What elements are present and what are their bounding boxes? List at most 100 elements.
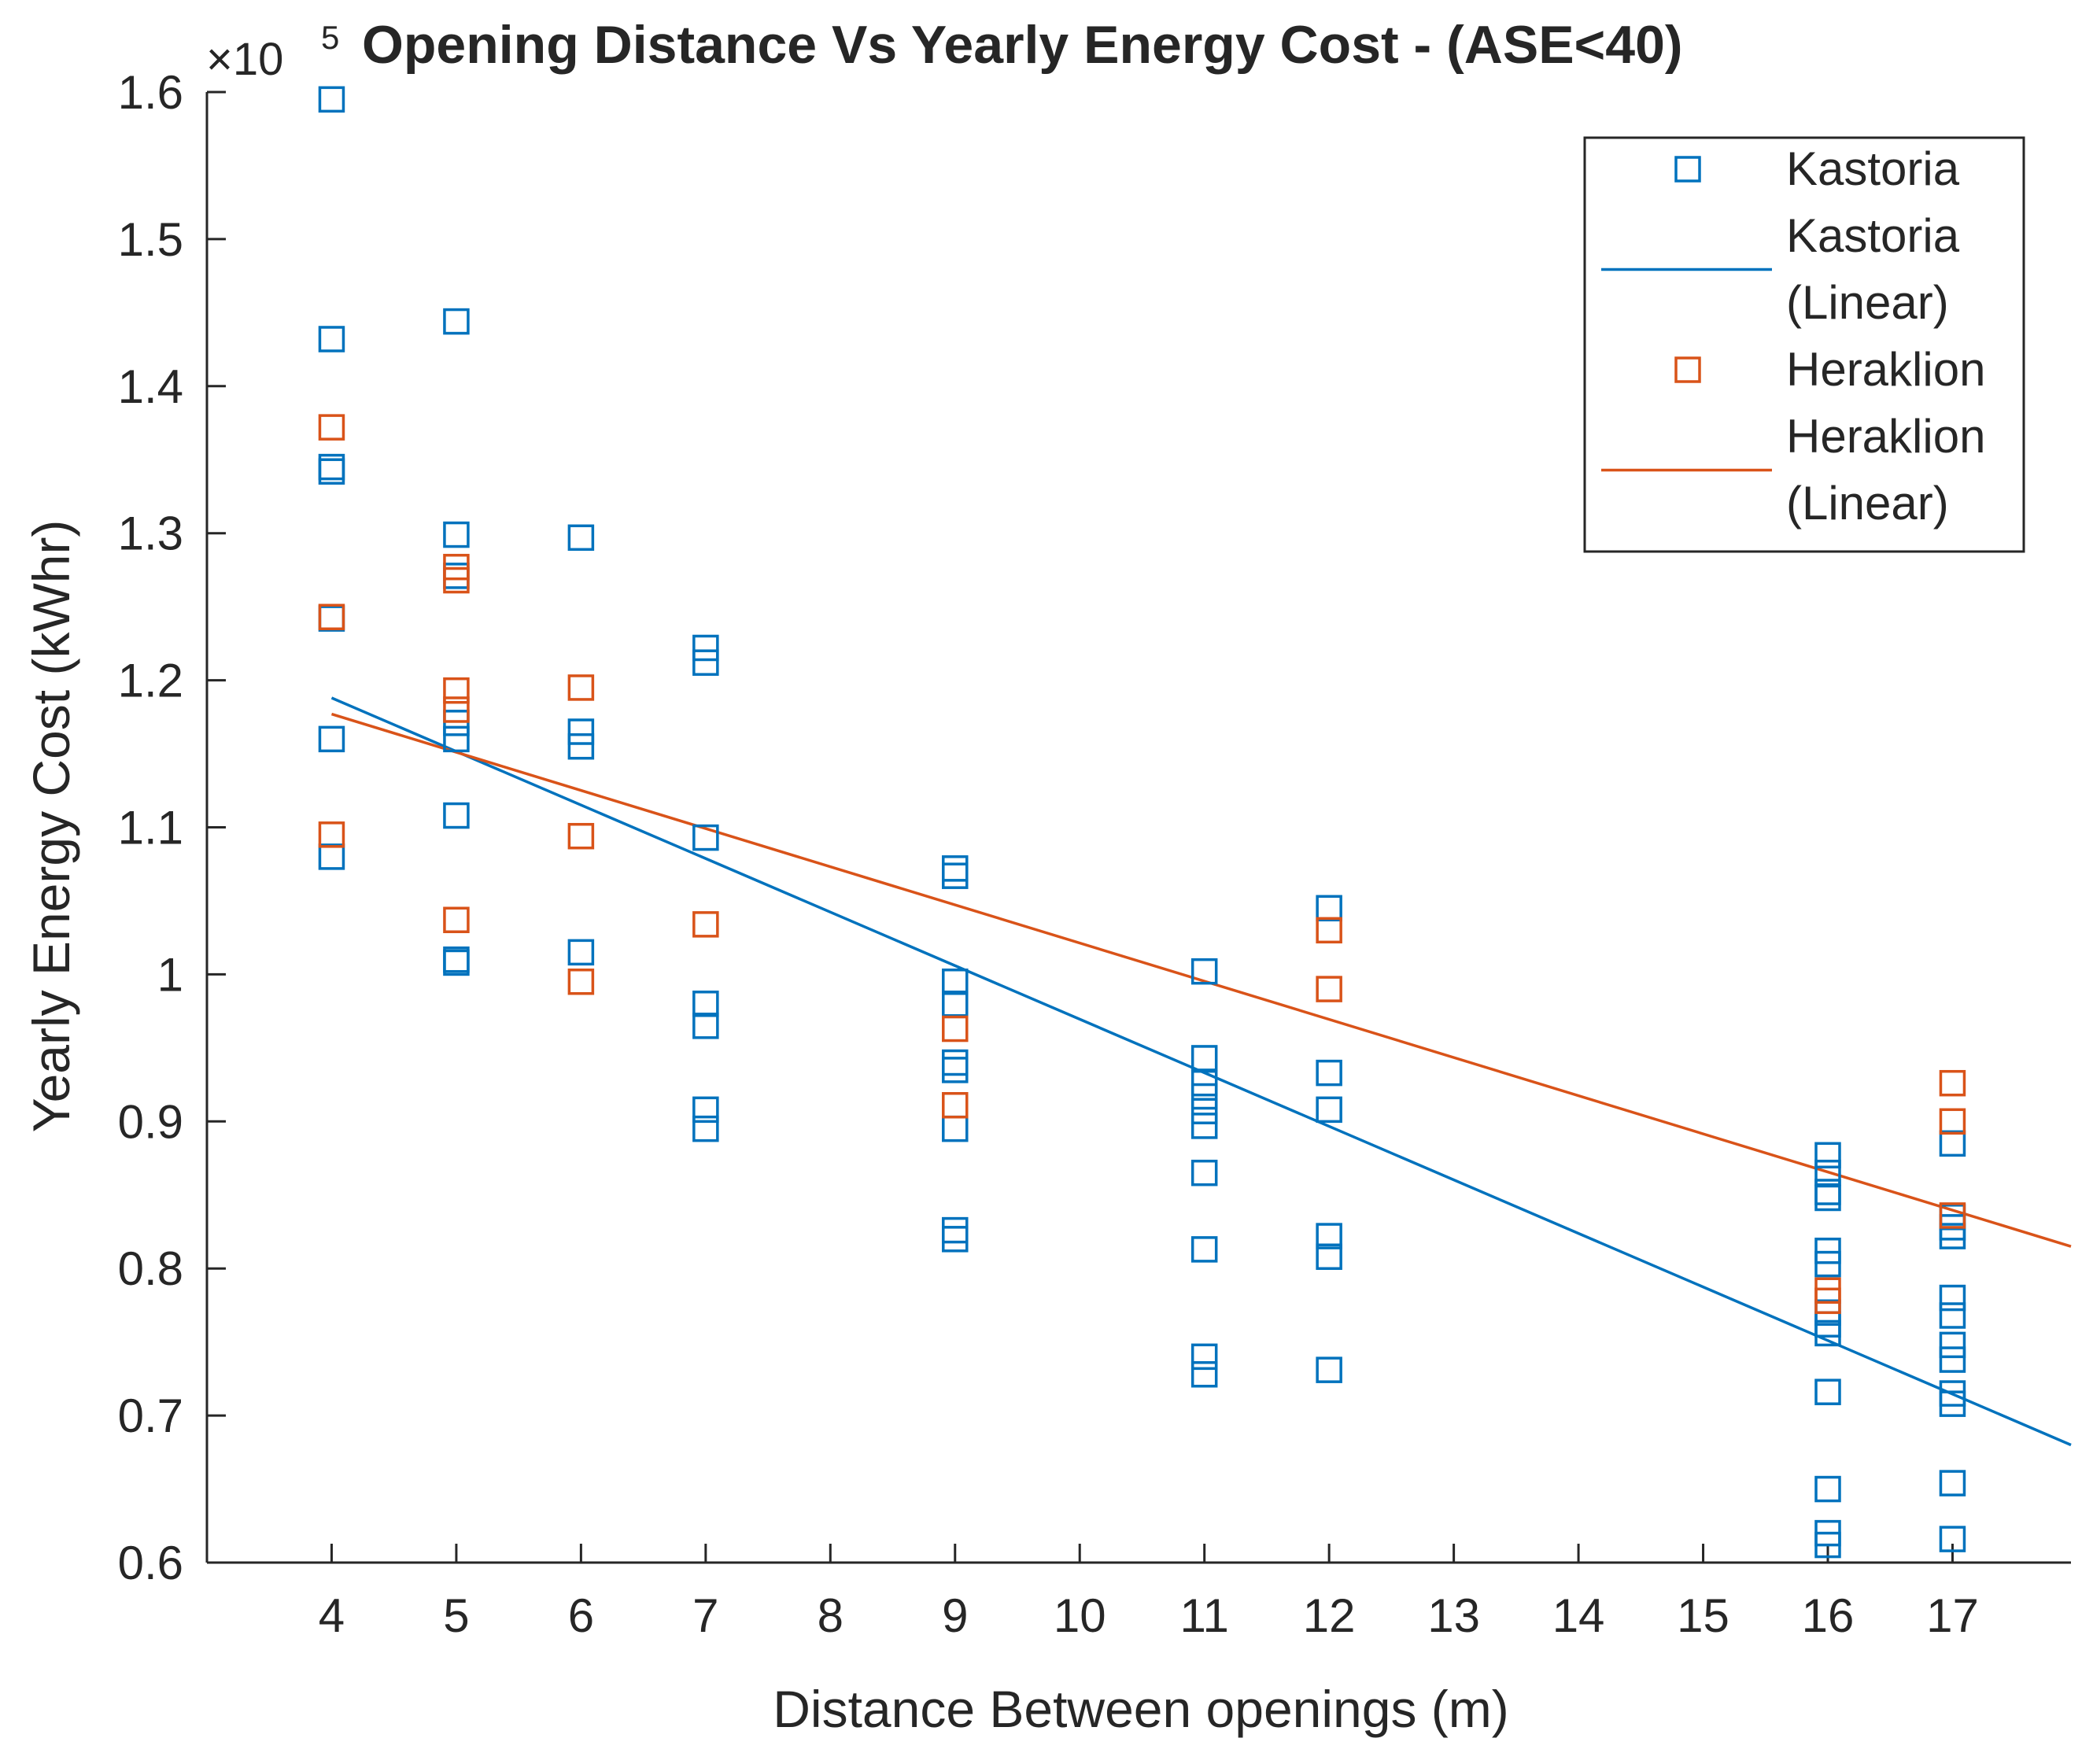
point-heraklion: [318, 603, 345, 630]
point-kastoria: [1814, 1378, 1841, 1405]
point-kastoria: [1939, 1346, 1966, 1373]
x-tick-label: 12: [1303, 1589, 1356, 1642]
point-kastoria: [1316, 895, 1342, 922]
point-kastoria: [318, 86, 345, 113]
legend-label: Heraklion: [1786, 343, 1985, 396]
point-kastoria: [318, 458, 345, 485]
point-heraklion: [443, 677, 470, 704]
point-heraklion: [942, 1091, 969, 1119]
point-kastoria: [942, 862, 969, 889]
point-kastoria: [1190, 1069, 1218, 1097]
point-kastoria: [692, 824, 719, 851]
point-kastoria: [1814, 1475, 1841, 1503]
point-kastoria: [1814, 1531, 1841, 1559]
y-tick-label: 1.1: [118, 802, 183, 854]
x-tick-label: 15: [1677, 1589, 1729, 1642]
point-kastoria: [443, 725, 470, 753]
point-kastoria: [1316, 1356, 1342, 1383]
point-kastoria: [1190, 1083, 1218, 1110]
point-kastoria: [692, 634, 719, 662]
x-tick-label: 10: [1054, 1589, 1106, 1642]
point-heraklion: [1316, 976, 1342, 1002]
point-kastoria: [1939, 1526, 1966, 1552]
y-tick-label: 0.6: [118, 1537, 183, 1589]
legend-entry: Kastoria: [1674, 142, 1960, 195]
x-tick-label: 16: [1802, 1589, 1855, 1642]
point-kastoria: [1316, 1243, 1342, 1270]
x-tick-label: 5: [443, 1589, 469, 1642]
x-tick-label: 6: [568, 1589, 594, 1642]
y-tick-label: 0.7: [118, 1389, 183, 1442]
x-tick-label: 11: [1180, 1589, 1229, 1642]
y-exponent-power: 5: [321, 19, 339, 56]
y-tick-label: 1.6: [118, 66, 183, 119]
y-tick-label: 1.4: [118, 360, 183, 413]
point-kastoria: [1190, 958, 1218, 985]
legend-entry: Heraklion: [1674, 343, 1985, 396]
legend-label: Kastoria: [1786, 142, 1960, 195]
x-tick-label: 14: [1552, 1589, 1605, 1642]
point-kastoria: [1814, 1159, 1841, 1186]
point-kastoria: [1190, 1113, 1218, 1139]
legend-marker-icon: [1674, 156, 1701, 183]
point-kastoria: [1190, 1159, 1218, 1186]
point-kastoria: [1939, 1331, 1966, 1359]
point-kastoria: [443, 308, 470, 335]
point-heraklion: [443, 553, 470, 581]
legend-entry: Kastoria (Linear): [1601, 209, 1960, 329]
point-kastoria: [1939, 1302, 1966, 1329]
point-kastoria: [1814, 1250, 1841, 1278]
y-tick-label: 0.9: [118, 1095, 183, 1148]
x-tick-label: 9: [942, 1589, 968, 1642]
point-heraklion: [1814, 1287, 1841, 1315]
y-tick-label: 1: [157, 948, 183, 1001]
point-kastoria: [1316, 1059, 1342, 1087]
point-heraklion: [443, 906, 470, 933]
point-kastoria: [1814, 1319, 1841, 1347]
y-tick-label: 0.8: [118, 1242, 183, 1295]
point-kastoria: [692, 1013, 719, 1039]
x-axis-label: Distance Between openings (m): [773, 1680, 1508, 1738]
point-kastoria: [1190, 1236, 1218, 1263]
point-heraklion: [1939, 1108, 1966, 1135]
point-heraklion: [1316, 917, 1342, 944]
point-kastoria: [1316, 1096, 1342, 1124]
point-kastoria: [942, 991, 969, 1017]
point-kastoria: [692, 991, 719, 1017]
x-tick-label: 13: [1427, 1589, 1480, 1642]
legend-marker-icon: [1674, 356, 1701, 383]
legend-label: Heraklion: [1786, 410, 1985, 463]
point-heraklion: [1939, 1069, 1966, 1097]
y-tick-label: 1.2: [118, 655, 183, 707]
point-heraklion: [692, 911, 719, 938]
point-kastoria: [318, 843, 345, 870]
legend-entry: Heraklion (Linear): [1601, 410, 1985, 530]
point-kastoria: [692, 649, 719, 676]
point-heraklion: [942, 1015, 969, 1043]
point-kastoria: [1814, 1184, 1841, 1212]
point-kastoria: [318, 326, 345, 352]
point-heraklion: [318, 414, 345, 441]
point-kastoria: [692, 1115, 719, 1142]
point-kastoria: [1190, 1045, 1218, 1072]
point-heraklion: [567, 822, 595, 850]
x-tick-label: 17: [1926, 1589, 1979, 1642]
point-kastoria: [443, 802, 470, 829]
legend-box: [1583, 136, 2025, 553]
y-tick-label: 1.5: [118, 213, 183, 266]
axis-ticks: 4 5 6 7 8 9 10 11 12 13 14 15 16 17 0.6 0.7 0.8 0.9 1 1.1 1.…: [118, 66, 1979, 1642]
y-exponent-base: ×10: [206, 34, 283, 85]
point-kastoria: [443, 949, 470, 976]
point-kastoria: [567, 733, 595, 760]
point-kastoria: [1939, 1390, 1966, 1417]
point-kastoria: [1316, 1223, 1342, 1249]
point-kastoria: [318, 725, 345, 753]
point-kastoria: [1814, 1238, 1841, 1264]
point-heraklion: [1939, 1202, 1966, 1229]
x-tick-label: 4: [319, 1589, 345, 1642]
data-marks: [318, 86, 2072, 1559]
point-kastoria: [1939, 1223, 1966, 1249]
point-heraklion: [567, 674, 595, 701]
